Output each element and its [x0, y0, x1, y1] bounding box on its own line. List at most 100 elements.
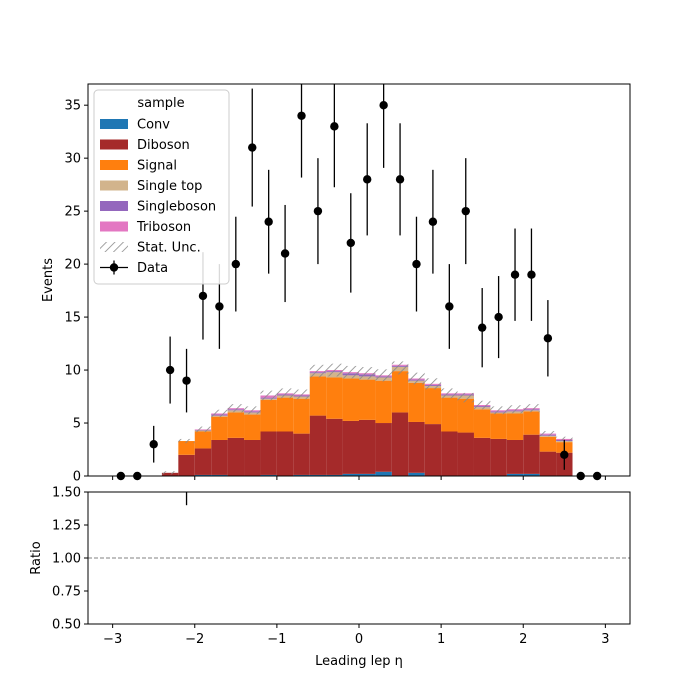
x-tick-label-0: −3 — [103, 632, 122, 647]
bar-conv-bin-6 — [211, 474, 228, 476]
bar-conv-bin-12 — [309, 474, 327, 476]
data-point-9 — [264, 169, 273, 274]
data-point-20 — [445, 264, 454, 349]
data-marker-21 — [461, 206, 470, 216]
stacked-histogram — [161, 364, 573, 476]
data-point-10 — [280, 204, 290, 303]
bar-diboson-bin-14 — [342, 420, 359, 474]
bar-signal-bin-22 — [473, 409, 491, 438]
data-marker-10 — [280, 249, 290, 258]
bar-diboson-bin-12 — [309, 415, 327, 475]
stat-unc-bin-23 — [490, 406, 507, 415]
legend-title: sample — [137, 96, 184, 111]
bar-signal-bin-19 — [424, 388, 442, 425]
bar-signal-bin-5 — [194, 431, 212, 449]
stat-unc-bin-11 — [293, 389, 310, 400]
data-marker-6 — [215, 302, 224, 311]
x-tick-label-5: 2 — [519, 632, 527, 647]
bar-signal-bin-17 — [391, 371, 409, 413]
bar-signal-bin-26 — [539, 436, 557, 452]
data-point-17 — [395, 123, 405, 236]
ratio-tick-label-4: 1.50 — [52, 486, 81, 501]
bar-diboson-bin-25 — [523, 434, 540, 474]
stat-unc-bin-24 — [506, 405, 524, 414]
data-marker-18 — [412, 259, 421, 269]
stat-unc-bin-6 — [211, 409, 228, 418]
ratio-tick-label-2: 1.00 — [52, 552, 81, 567]
data-point-15 — [363, 123, 372, 236]
stat-unc-bin-25 — [523, 404, 540, 413]
data-marker-3 — [165, 365, 175, 375]
bar-diboson-bin-20 — [441, 431, 458, 476]
legend-entry-stat-unc-: Stat. Unc. — [100, 241, 201, 256]
bar-diboson-bin-24 — [506, 439, 524, 474]
data-marker-11 — [297, 111, 306, 120]
data-marker-20 — [445, 302, 454, 311]
x-axis-ticks-main — [112, 476, 606, 480]
stat-unc-bin-7 — [227, 404, 245, 413]
stat-unc-bin-13 — [326, 363, 343, 377]
data-marker-4 — [182, 376, 191, 385]
stat-unc-bin-19 — [424, 378, 442, 390]
data-point-4 — [182, 348, 191, 413]
bar-diboson-bin-6 — [211, 439, 228, 475]
stat-unc-bin-27 — [556, 436, 573, 442]
svg-text:Singleboson: Singleboson — [137, 200, 216, 215]
ratio-y-axis-ticks: 0.50 0.75 1.00 1.25 1.50 — [52, 486, 88, 633]
bar-signal-bin-25 — [523, 411, 540, 435]
data-point-27 — [560, 439, 569, 470]
legend-entry-single-top: Single top — [100, 179, 202, 194]
x-axis-ticks: −3 −2 −1 0 1 2 3 — [103, 624, 610, 647]
legend-entry-data: Data — [100, 260, 168, 276]
data-point-12 — [313, 158, 323, 265]
bar-signal-bin-9 — [260, 399, 277, 432]
bar-conv-bin-5 — [194, 474, 212, 476]
stat-unc-bin-3 — [161, 471, 179, 475]
ratio-tick-label-1: 0.75 — [52, 585, 81, 600]
legend-entry-diboson: Diboson — [100, 138, 190, 153]
bar-diboson-bin-8 — [244, 439, 261, 476]
y-tick-label-5: 5 — [73, 417, 81, 432]
stat-unc-bin-14 — [342, 365, 359, 379]
ratio-plot-area: 0.50 0.75 1.00 1.25 1.50 −3 −2 −1 0 1 2 3 Ratio Le… — [29, 486, 631, 669]
data-marker-7 — [231, 259, 241, 269]
svg-text:Diboson: Diboson — [137, 138, 190, 153]
stat-unc-bin-26 — [539, 431, 557, 437]
data-point-25 — [527, 228, 536, 321]
data-point-3 — [165, 336, 175, 404]
data-marker-25 — [527, 270, 536, 279]
data-point-8 — [248, 88, 257, 207]
stat-unc-bin-21 — [457, 392, 474, 403]
data-marker-5 — [198, 291, 208, 301]
bar-diboson-bin-4 — [178, 454, 195, 476]
y-tick-label-0: 0 — [73, 470, 81, 485]
data-point-21 — [461, 158, 470, 265]
data-marker-12 — [313, 206, 323, 216]
svg-text:Triboson: Triboson — [136, 220, 191, 235]
bar-signal-bin-4 — [178, 441, 195, 455]
data-point-26 — [543, 300, 553, 377]
bar-diboson-bin-13 — [326, 418, 343, 475]
bar-conv-bin-9 — [260, 474, 277, 476]
bar-diboson-bin-22 — [473, 437, 491, 476]
svg-text:Data: Data — [137, 261, 168, 276]
stat-unc-bin-20 — [441, 388, 458, 399]
bar-signal-bin-10 — [276, 397, 294, 432]
bar-diboson-bin-19 — [424, 424, 442, 476]
bar-diboson-bin-21 — [457, 432, 474, 476]
x-tick-label-4: 1 — [437, 632, 445, 647]
x-tick-label-1: −2 — [185, 632, 204, 647]
legend-entry-conv: Conv — [100, 118, 170, 133]
y-tick-label-30: 30 — [64, 152, 81, 167]
bar-diboson-bin-11 — [293, 433, 310, 475]
bar-diboson-bin-18 — [408, 421, 425, 473]
bar-signal-bin-6 — [211, 416, 228, 440]
legend-entry-signal: Signal — [100, 159, 177, 174]
bar-diboson-bin-16 — [375, 423, 392, 472]
bar-signal-bin-18 — [408, 382, 425, 422]
data-points — [116, 84, 602, 481]
data-marker-19 — [428, 217, 438, 226]
bar-diboson-bin-10 — [276, 431, 294, 476]
bar-signal-bin-21 — [457, 398, 474, 433]
